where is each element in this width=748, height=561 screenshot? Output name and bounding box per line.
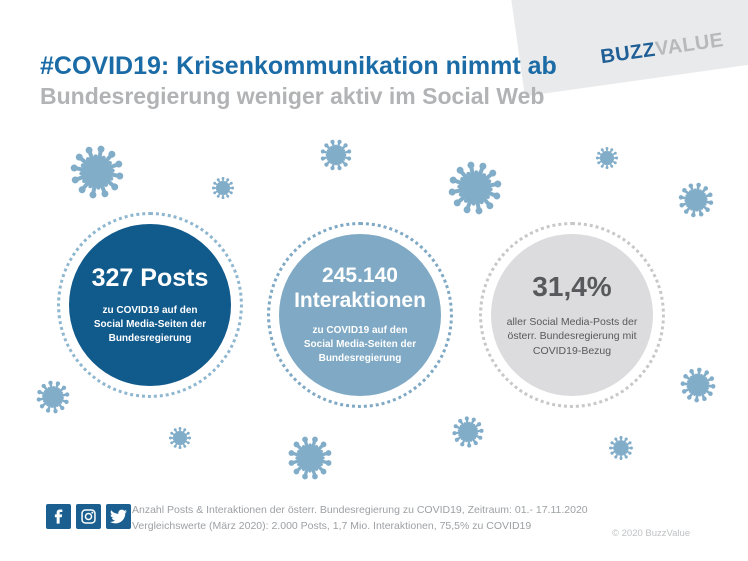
- logo-value: VALUE: [653, 29, 726, 61]
- virus-icon: [674, 178, 718, 222]
- footer-note-line1: Anzahl Posts & Interaktionen der österr.…: [132, 504, 588, 516]
- virus-icon: [32, 376, 74, 418]
- footer-note-line2: Vergleichswerte (März 2020): 2.000 Posts…: [132, 520, 532, 533]
- virus-icon: [281, 429, 340, 488]
- stat-desc-interactions: zu COVID19 auf den Social Media-Seiten d…: [303, 324, 417, 364]
- virus-icon: [438, 151, 512, 225]
- virus-icon: [63, 138, 130, 205]
- page-title: #COVID19: Krisenkommunikation nimmt ab: [40, 52, 557, 80]
- stat-value-share: 31,4%: [532, 271, 612, 303]
- virus-icon: [677, 364, 718, 405]
- virus-icon: [211, 176, 235, 200]
- virus-icon: [315, 134, 357, 176]
- instagram-icon: [76, 504, 101, 529]
- twitter-icon: [106, 504, 131, 529]
- copyright: © 2020 BuzzValue: [612, 528, 691, 539]
- stat-circle-share: 31,4% aller Social Media-Posts der öster…: [491, 234, 653, 396]
- virus-icon: [450, 414, 487, 451]
- buzzvalue-logo: BUZZVALUE: [507, 0, 748, 97]
- virus-icon: [608, 435, 634, 461]
- stat-ring-interactions: 245.140 Interaktionen zu COVID19 auf den…: [267, 222, 453, 408]
- virus-icon: [168, 426, 192, 450]
- stat-ring-share: 31,4% aller Social Media-Posts der öster…: [479, 222, 665, 408]
- stat-ring-posts: 327 Posts zu COVID19 auf den Social Medi…: [57, 212, 243, 398]
- facebook-icon: [46, 504, 71, 529]
- logo-buzz: BUZZ: [599, 38, 657, 69]
- social-icons-row: [46, 504, 131, 529]
- stat-value-posts: 327 Posts: [91, 264, 209, 293]
- virus-icon: [595, 146, 619, 170]
- stat-value-interactions: 245.140 Interaktionen: [294, 264, 426, 312]
- stat-circle-posts: 327 Posts zu COVID19 auf den Social Medi…: [69, 224, 231, 386]
- stat-desc-share: aller Social Media-Posts der österr. Bun…: [506, 315, 638, 357]
- footer-note: Anzahl Posts & Interaktionen der österr.…: [132, 502, 612, 535]
- stat-desc-posts: zu COVID19 auf den Social Media-Seiten d…: [93, 304, 207, 344]
- stat-circle-interactions: 245.140 Interaktionen zu COVID19 auf den…: [279, 234, 441, 396]
- buzzvalue-logo-text: BUZZVALUE: [599, 29, 725, 69]
- page-subtitle: Bundesregierung weniger aktiv im Social …: [40, 83, 545, 109]
